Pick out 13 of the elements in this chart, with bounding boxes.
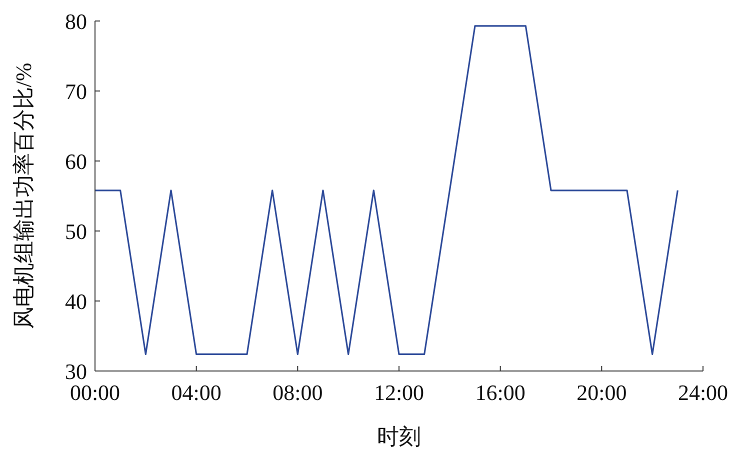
y-tick-label: 60 [65, 149, 87, 174]
y-tick-label: 50 [65, 219, 87, 244]
x-tick-label: 12:00 [374, 380, 424, 405]
y-tick-label: 80 [65, 9, 87, 34]
y-tick-label: 70 [65, 79, 87, 104]
x-tick-label: 20:00 [576, 380, 627, 405]
y-tick-label: 40 [65, 289, 87, 314]
x-tick-label: 08:00 [272, 380, 323, 405]
x-tick-label: 24:00 [678, 380, 728, 405]
x-axis-title: 时刻 [377, 424, 421, 449]
x-tick-label: 04:00 [171, 380, 222, 405]
y-axis-title: 风电机组输出功率百分比/% [11, 62, 36, 330]
x-tick-label: 16:00 [475, 380, 526, 405]
